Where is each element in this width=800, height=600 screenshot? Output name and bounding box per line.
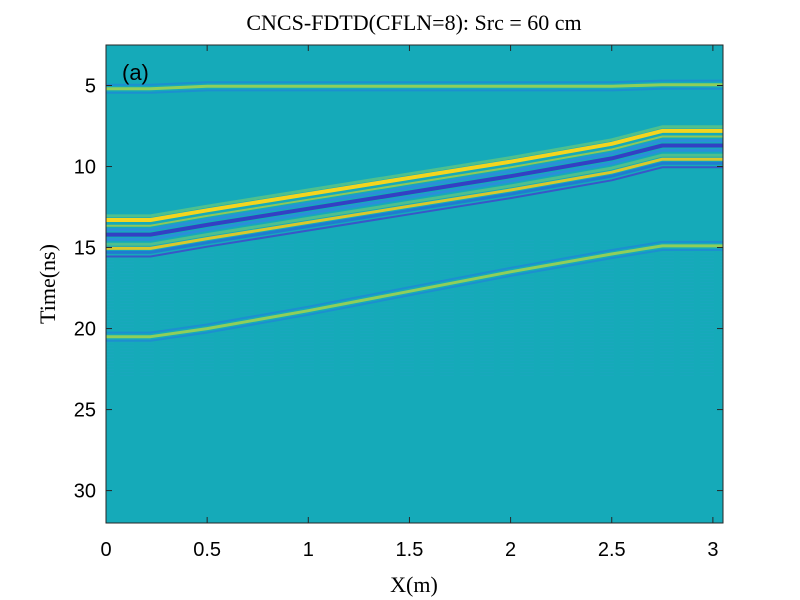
reflection-1-band-2 <box>106 83 723 91</box>
y-axis-label: Time(ns) <box>35 244 60 324</box>
reflection-2-band-9 <box>106 161 723 254</box>
reflection-2-band-2 <box>106 128 723 222</box>
x-tick-label: 1.5 <box>396 539 424 561</box>
x-tick-label: 0.5 <box>193 539 221 561</box>
y-tick-label: 15 <box>74 238 96 260</box>
reflection-3-band-2 <box>106 244 723 339</box>
reflection-3-band-3 <box>106 249 723 342</box>
y-tick-label: 30 <box>74 481 96 503</box>
reflection-2-band-5 <box>106 143 723 237</box>
y-tick-label: 5 <box>85 76 96 98</box>
x-tick-label: 2 <box>505 539 516 561</box>
y-tick-label: 10 <box>74 157 96 179</box>
panel-label: (a) <box>122 60 149 85</box>
x-tick-label: 0 <box>100 539 111 561</box>
reflection-3-band-1 <box>106 240 723 334</box>
chart-title: CNCS-FDTD(CFLN=8): Src = 60 cm <box>246 10 581 35</box>
reflection-1-band-3 <box>106 87 723 94</box>
reflection-2-band-7 <box>106 153 723 246</box>
reflection-2-band-1 <box>106 125 723 218</box>
reflection-2-band-8 <box>106 157 723 250</box>
x-tick-label: 2.5 <box>598 539 626 561</box>
ringing-field <box>106 239 723 378</box>
y-tick-label: 25 <box>74 400 96 422</box>
axes-box <box>105 44 724 524</box>
reflection-2-band-3 <box>106 135 723 227</box>
reflection-2-band-6 <box>106 148 723 241</box>
y-tick-label: 20 <box>74 319 96 341</box>
reflection-1-band-1 <box>106 79 723 86</box>
reflection-2-band-4 <box>106 139 723 232</box>
x-tick-label: 1 <box>303 539 314 561</box>
x-axis-label: X(m) <box>390 572 438 597</box>
reflection-2-band-10 <box>106 166 723 258</box>
x-axis-ticks: 0 0.5 1 1.5 2 2.5 3 <box>100 45 718 561</box>
data-layer <box>106 79 723 378</box>
y-axis-ticks: 5 10 15 20 25 30 <box>74 76 723 503</box>
x-tick-label: 3 <box>707 539 718 561</box>
